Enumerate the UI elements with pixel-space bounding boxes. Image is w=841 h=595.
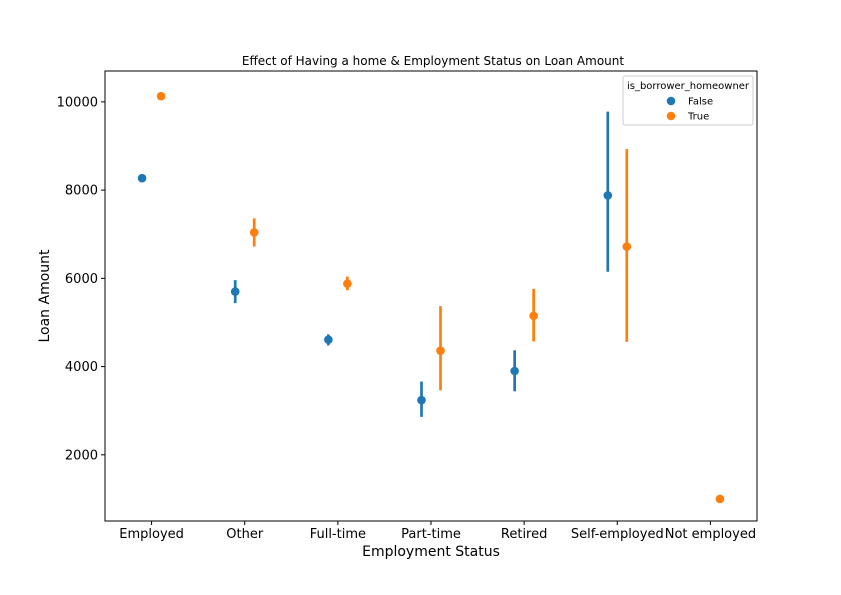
data-point — [715, 494, 725, 504]
data-point — [343, 279, 352, 288]
y-tick-label: 4000 — [65, 360, 98, 375]
legend-box — [622, 75, 754, 126]
chart-marks — [137, 91, 725, 504]
x-tick-label: Full-time — [310, 527, 366, 542]
series-true — [156, 91, 725, 504]
y-tick-label: 6000 — [65, 272, 98, 287]
data-point — [510, 366, 519, 376]
data-point — [622, 242, 632, 251]
x-tick-label: Other — [226, 527, 264, 542]
y-tick-label: 2000 — [65, 448, 98, 463]
chart-title: Effect of Having a home & Employment Sta… — [242, 54, 624, 68]
y-axis: 2000 4000 6000 8000 10000 — [57, 95, 105, 463]
data-point — [156, 91, 166, 101]
x-tick-label: Self-employed — [571, 527, 664, 542]
x-tick-label: Not employed — [665, 527, 756, 542]
x-tick-label: Employed — [119, 527, 184, 542]
x-tick-label: Part-time — [401, 527, 461, 542]
legend-title: is_borrower_homeowner — [627, 81, 750, 92]
legend-marker — [666, 96, 676, 106]
x-axis: Employed Other Full-time Part-time Retired Se… — [119, 521, 756, 542]
data-point — [324, 335, 333, 344]
y-axis-title: Loan Amount — [37, 249, 53, 343]
data-point — [249, 228, 259, 237]
x-tick-label: Retired — [501, 527, 547, 542]
legend-label: False — [688, 97, 713, 108]
data-point — [603, 191, 613, 200]
data-point — [436, 346, 445, 356]
plot-area — [104, 70, 758, 522]
data-point — [137, 173, 147, 183]
legend: is_borrower_homeowner False True — [622, 75, 754, 126]
legend-marker — [666, 111, 676, 121]
data-point — [529, 311, 538, 321]
series-false — [137, 111, 613, 417]
data-point — [417, 395, 426, 405]
legend-label: True — [687, 112, 709, 123]
data-point — [230, 287, 240, 296]
x-axis-title: Employment Status — [362, 544, 500, 560]
y-tick-label: 8000 — [65, 184, 98, 199]
y-tick-label: 10000 — [57, 95, 98, 110]
